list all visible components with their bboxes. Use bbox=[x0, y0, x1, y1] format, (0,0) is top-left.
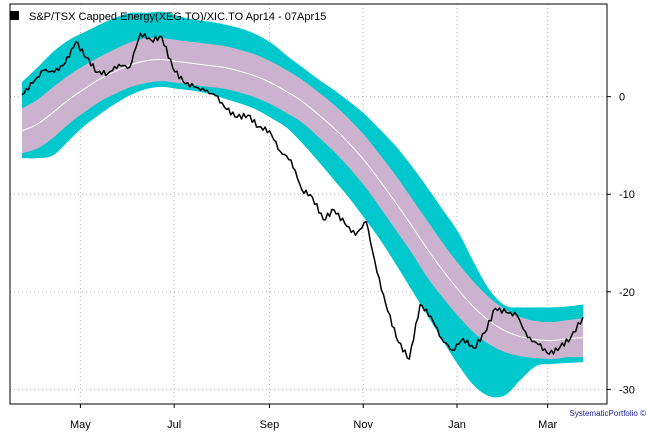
inner-band-area bbox=[22, 37, 583, 360]
y-tick-label: -30 bbox=[619, 384, 635, 396]
plot-frame bbox=[9, 3, 608, 405]
credit-text: SystematicPortfolio © bbox=[569, 409, 646, 418]
legend-label: S&P/TSX Capped Energy(XEG.TO)/XIC.TO Apr… bbox=[29, 11, 326, 23]
y-tick-label: 0 bbox=[619, 92, 625, 104]
x-tick-label: May bbox=[70, 419, 91, 431]
legend: S&P/TSX Capped Energy(XEG.TO)/XIC.TO Apr… bbox=[10, 11, 326, 23]
x-tick-label: Jul bbox=[167, 419, 181, 431]
y-tick-label: -10 bbox=[619, 189, 635, 201]
y-tick-label: -20 bbox=[619, 287, 635, 299]
x-tick-label: Nov bbox=[353, 419, 373, 431]
y-axis: 0 -10 -20 -30 bbox=[607, 92, 635, 396]
x-tick-label: Mar bbox=[538, 419, 557, 431]
outer-band-area bbox=[22, 11, 583, 398]
legend-swatch bbox=[10, 11, 19, 20]
x-axis: May Jul Sep Nov Jan Mar bbox=[70, 404, 557, 431]
x-tick-label: Sep bbox=[260, 419, 280, 431]
x-tick-label: Jan bbox=[448, 419, 466, 431]
relative-price-line bbox=[21, 32, 584, 360]
